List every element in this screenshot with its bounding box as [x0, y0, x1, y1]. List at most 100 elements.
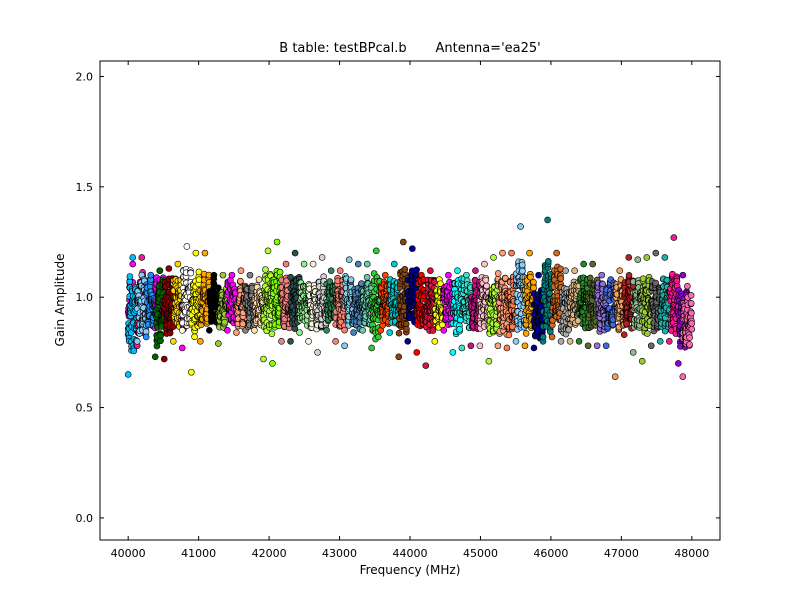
data-point — [178, 344, 186, 352]
data-point — [481, 260, 488, 268]
data-point — [255, 276, 263, 283]
data-point — [454, 267, 461, 275]
data-point — [262, 266, 269, 273]
data-point — [347, 276, 355, 283]
data-point — [381, 271, 389, 279]
data-point — [233, 329, 240, 336]
data-point — [165, 265, 173, 272]
data-point — [429, 327, 437, 334]
data-point — [686, 334, 693, 342]
data-point — [686, 341, 693, 348]
x-axis-label: Frequency (MHz) — [360, 563, 461, 577]
data-point — [314, 349, 321, 356]
data-point — [687, 300, 695, 307]
data-point — [166, 329, 174, 337]
data-point — [287, 338, 294, 345]
data-point — [634, 256, 642, 263]
data-point — [269, 360, 276, 367]
data-point — [545, 258, 552, 265]
y-tick-label: 1.0 — [76, 291, 94, 304]
data-point — [237, 277, 244, 285]
data-point — [519, 267, 526, 275]
data-point — [221, 318, 228, 326]
data-point — [458, 344, 466, 352]
y-tick-label: 1.5 — [76, 181, 94, 194]
data-point — [354, 260, 362, 268]
data-point — [445, 271, 452, 279]
data-point — [427, 267, 434, 275]
data-point — [215, 284, 222, 292]
data-point — [403, 325, 410, 333]
data-point — [157, 332, 164, 339]
data-point — [169, 338, 177, 345]
data-point — [124, 371, 132, 378]
data-point — [375, 333, 382, 341]
x-tick-label: 42000 — [252, 547, 287, 560]
data-point — [187, 269, 195, 277]
data-point — [413, 349, 421, 356]
data-point — [593, 342, 601, 350]
data-point — [476, 342, 484, 350]
data-point — [368, 344, 375, 352]
data-point — [350, 329, 357, 336]
data-point — [687, 292, 695, 299]
data-point — [130, 347, 138, 355]
data-point — [192, 249, 200, 257]
data-point — [688, 320, 695, 327]
data-point — [652, 249, 660, 257]
data-point — [404, 338, 412, 345]
x-tick-label: 41000 — [181, 547, 216, 560]
data-point — [178, 326, 186, 334]
data-point — [400, 238, 407, 246]
data-point — [638, 357, 646, 365]
data-point — [201, 249, 209, 257]
data-point — [463, 271, 470, 279]
data-point — [449, 349, 457, 356]
data-point — [268, 330, 276, 338]
spw-series-12 — [197, 249, 213, 345]
data-point — [133, 338, 141, 345]
data-point — [472, 267, 479, 275]
x-tick-label: 44000 — [393, 547, 428, 560]
data-point — [530, 278, 537, 286]
data-point — [395, 353, 403, 361]
x-tick-label: 48000 — [674, 547, 709, 560]
data-point — [147, 271, 155, 279]
data-point — [358, 280, 365, 287]
data-point — [456, 325, 464, 333]
data-point — [336, 267, 344, 275]
data-point — [363, 260, 371, 268]
data-point — [129, 254, 137, 261]
data-point — [620, 331, 628, 339]
data-point — [440, 326, 448, 334]
data-point — [644, 330, 651, 337]
data-point — [318, 254, 326, 261]
data-point — [142, 333, 150, 341]
data-point — [359, 326, 366, 334]
data-point — [639, 275, 647, 283]
data-point — [512, 338, 520, 345]
data-point — [490, 254, 497, 261]
data-point — [665, 338, 673, 345]
data-point — [278, 338, 285, 345]
data-point — [589, 260, 596, 268]
data-point — [276, 268, 284, 276]
data-point — [386, 329, 394, 336]
data-point — [625, 254, 633, 261]
data-point — [602, 342, 610, 350]
data-point — [522, 330, 530, 337]
data-point — [580, 260, 587, 268]
data-point — [291, 249, 299, 257]
data-point — [129, 260, 137, 268]
data-point — [530, 284, 537, 292]
data-point — [575, 338, 583, 345]
data-point — [300, 260, 308, 268]
data-point — [413, 266, 420, 274]
data-point — [305, 338, 312, 345]
y-axis-label: Gain Amplitude — [53, 254, 67, 347]
data-point — [598, 271, 606, 279]
data-point — [228, 271, 236, 279]
data-point — [684, 282, 691, 290]
data-point — [151, 353, 159, 361]
